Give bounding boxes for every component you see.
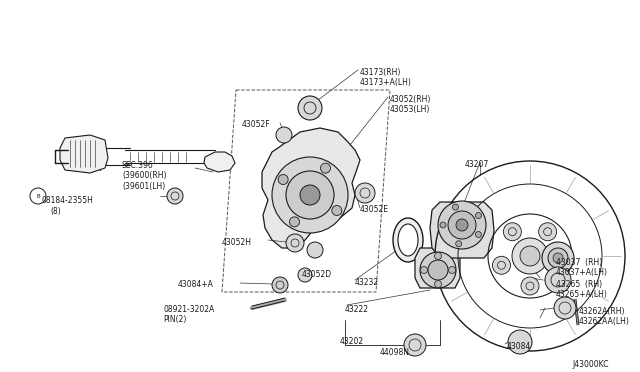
- Circle shape: [167, 188, 183, 204]
- Circle shape: [298, 96, 322, 120]
- Polygon shape: [262, 128, 360, 248]
- Text: 43222: 43222: [345, 305, 369, 314]
- Text: 08184-2355H: 08184-2355H: [42, 196, 94, 205]
- Circle shape: [440, 222, 446, 228]
- Circle shape: [420, 252, 456, 288]
- Circle shape: [476, 212, 481, 218]
- Text: 43265  (RH)
43265+A(LH): 43265 (RH) 43265+A(LH): [556, 280, 608, 299]
- Circle shape: [332, 205, 342, 215]
- Text: 43173(RH)
43173+A(LH): 43173(RH) 43173+A(LH): [360, 68, 412, 87]
- Circle shape: [272, 277, 288, 293]
- Circle shape: [307, 242, 323, 258]
- Circle shape: [520, 246, 540, 266]
- Circle shape: [476, 231, 481, 237]
- Text: 43052E: 43052E: [360, 205, 389, 214]
- Circle shape: [276, 127, 292, 143]
- Text: 43084+A: 43084+A: [178, 280, 214, 289]
- Circle shape: [428, 260, 448, 280]
- Polygon shape: [430, 202, 494, 258]
- Circle shape: [456, 241, 461, 247]
- Circle shape: [435, 280, 442, 288]
- Text: 43052(RH)
43053(LH): 43052(RH) 43053(LH): [390, 95, 431, 115]
- Ellipse shape: [398, 224, 418, 256]
- Circle shape: [278, 174, 288, 185]
- Circle shape: [452, 204, 458, 210]
- Polygon shape: [415, 248, 460, 288]
- Text: 08921-3202A
PIN(2): 08921-3202A PIN(2): [163, 305, 214, 324]
- Circle shape: [554, 297, 576, 319]
- Text: 43232: 43232: [355, 278, 379, 287]
- Circle shape: [553, 253, 563, 263]
- Text: 43202: 43202: [340, 337, 364, 346]
- Circle shape: [286, 234, 304, 252]
- Circle shape: [512, 238, 548, 274]
- Circle shape: [508, 330, 532, 354]
- Text: 44098N: 44098N: [380, 348, 410, 357]
- Circle shape: [504, 223, 522, 241]
- Text: 43037  (RH)
43037+A(LH): 43037 (RH) 43037+A(LH): [556, 258, 608, 278]
- Circle shape: [355, 183, 375, 203]
- Text: 43052H: 43052H: [222, 238, 252, 247]
- Circle shape: [286, 171, 334, 219]
- Circle shape: [438, 201, 486, 249]
- Polygon shape: [204, 152, 235, 172]
- Text: SEC.396
(39600(RH)
(39601(LH): SEC.396 (39600(RH) (39601(LH): [122, 161, 166, 191]
- Text: B: B: [36, 193, 40, 199]
- Circle shape: [298, 268, 312, 282]
- Polygon shape: [60, 135, 108, 173]
- Circle shape: [448, 211, 476, 239]
- Circle shape: [548, 248, 568, 268]
- Text: 43084: 43084: [507, 342, 531, 351]
- Circle shape: [300, 185, 320, 205]
- Circle shape: [521, 277, 539, 295]
- Circle shape: [435, 253, 442, 260]
- Circle shape: [289, 217, 300, 227]
- Text: (8): (8): [50, 207, 61, 216]
- Circle shape: [456, 219, 468, 231]
- Text: 43052F: 43052F: [242, 120, 271, 129]
- Circle shape: [492, 256, 511, 274]
- Ellipse shape: [393, 218, 423, 262]
- Circle shape: [321, 163, 330, 173]
- Text: 43262A(RH)
43262AA(LH): 43262A(RH) 43262AA(LH): [579, 307, 630, 326]
- Circle shape: [542, 242, 574, 274]
- Text: J43000KC: J43000KC: [572, 360, 609, 369]
- Circle shape: [272, 157, 348, 233]
- Circle shape: [545, 267, 571, 293]
- Circle shape: [449, 266, 456, 273]
- Circle shape: [539, 223, 557, 241]
- Circle shape: [420, 266, 428, 273]
- Circle shape: [550, 256, 568, 274]
- Text: 43207: 43207: [465, 160, 489, 169]
- Circle shape: [404, 334, 426, 356]
- Text: 43052D: 43052D: [302, 270, 332, 279]
